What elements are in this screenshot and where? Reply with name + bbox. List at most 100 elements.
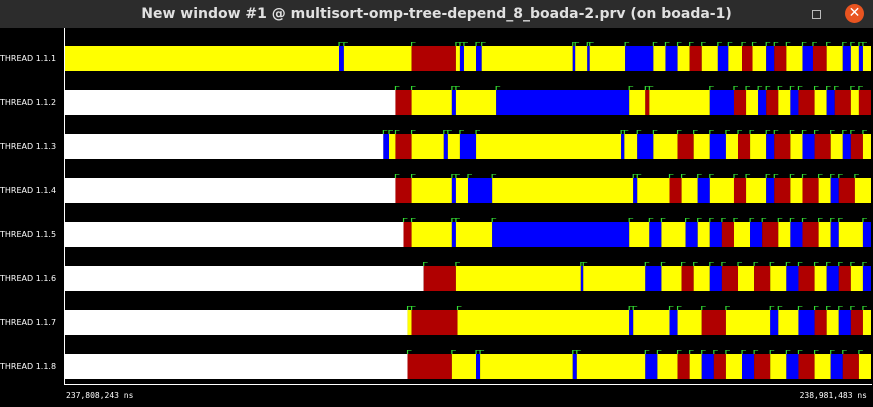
thread-timeline[interactable]	[65, 129, 871, 159]
event-flag	[826, 305, 831, 310]
thread-trace	[65, 41, 871, 71]
state-segment-blue	[637, 134, 654, 159]
state-segment-blue	[459, 134, 477, 159]
state-segment-blue	[468, 178, 493, 203]
state-segment-red	[850, 310, 863, 335]
state-segment-yellow	[492, 178, 634, 203]
state-segment-blue	[826, 266, 839, 291]
event-flag	[589, 41, 594, 46]
thread-timeline[interactable]	[65, 173, 871, 203]
close-icon[interactable]: ✕	[845, 4, 864, 23]
state-segment-blue	[750, 222, 763, 247]
state-segment-yellow	[455, 178, 468, 203]
state-segment-yellow	[725, 134, 739, 159]
state-segment-blue	[766, 134, 775, 159]
thread-trace	[65, 85, 871, 115]
event-flag	[850, 41, 855, 46]
state-segment-blue	[665, 46, 678, 71]
event-flag	[801, 217, 807, 222]
state-segment-yellow	[624, 134, 638, 159]
event-flag	[636, 129, 642, 134]
event-flag	[789, 173, 795, 178]
event-flag	[765, 85, 771, 90]
event-flag	[765, 173, 771, 178]
state-segment-yellow	[814, 90, 827, 115]
event-flag	[733, 173, 738, 178]
state-segment-yellow	[455, 222, 493, 247]
state-segment-yellow	[657, 354, 678, 379]
event-flag	[753, 349, 759, 354]
state-segment-yellow	[633, 310, 670, 335]
state-segment-blue	[858, 46, 863, 71]
event-flag	[842, 41, 847, 46]
state-segment-yellow	[826, 310, 839, 335]
state-segment-yellow	[689, 354, 702, 379]
event-flag	[717, 41, 722, 46]
thread-timeline[interactable]	[65, 217, 871, 247]
state-segment-yellow	[752, 46, 767, 71]
state-segment-yellow	[463, 46, 477, 71]
state-segment-yellow	[850, 46, 859, 71]
state-segment-red	[774, 178, 791, 203]
event-flag	[789, 129, 795, 134]
state-segment-yellow	[649, 90, 710, 115]
state-segment-yellow	[701, 46, 718, 71]
state-segment-yellow	[455, 90, 497, 115]
state-segment-blue	[572, 354, 577, 379]
state-segment-red	[774, 46, 787, 71]
event-flag	[388, 129, 394, 134]
event-flag	[785, 41, 791, 46]
event-flag	[709, 85, 714, 90]
thread-timeline[interactable]	[65, 349, 871, 379]
state-segment-white	[65, 222, 404, 247]
event-flag	[623, 129, 629, 134]
state-segment-white	[65, 266, 424, 291]
state-segment-yellow	[457, 310, 630, 335]
state-segment-yellow	[770, 266, 787, 291]
thread-timeline[interactable]	[65, 85, 871, 115]
event-flag	[394, 129, 400, 134]
state-segment-yellow	[862, 46, 871, 71]
event-flag	[854, 173, 859, 178]
thread-timeline[interactable]	[65, 305, 871, 335]
event-flag	[410, 41, 416, 46]
event-flag	[628, 85, 634, 90]
state-segment-yellow	[850, 266, 863, 291]
state-segment-blue	[790, 90, 799, 115]
event-flag	[765, 129, 771, 134]
event-flag	[850, 261, 855, 266]
trace-view[interactable]: THREAD 1.1.1 THREAD 1.1.2 THREAD 1.1.3 THRE…	[0, 28, 873, 407]
event-flag	[797, 305, 803, 310]
state-segment-red	[798, 266, 815, 291]
state-segment-yellow	[862, 310, 871, 335]
event-flag	[838, 305, 843, 310]
event-flag	[685, 217, 690, 222]
event-flag	[733, 85, 738, 90]
state-segment-red	[721, 222, 734, 247]
event-flag	[838, 173, 843, 178]
state-segment-white	[65, 354, 408, 379]
state-segment-blue	[633, 178, 638, 203]
title-bar[interactable]: New window #1 @ multisort-omp-tree-depen…	[0, 0, 873, 28]
event-flag	[801, 173, 807, 178]
event-flag	[765, 41, 771, 46]
time-axis	[64, 384, 872, 385]
maximize-icon[interactable]	[808, 6, 824, 22]
event-flag	[826, 85, 831, 90]
event-flag	[676, 129, 682, 134]
event-flag	[479, 349, 485, 354]
state-segment-yellow	[733, 222, 751, 247]
event-flag	[652, 129, 658, 134]
thread-timeline[interactable]	[65, 261, 871, 291]
event-flag	[455, 173, 460, 178]
event-flag	[676, 349, 682, 354]
event-flag	[475, 349, 481, 354]
state-segment-blue	[621, 134, 625, 159]
event-flag	[455, 261, 460, 266]
event-flag	[769, 261, 775, 266]
event-flag	[402, 217, 408, 222]
event-flag	[693, 261, 698, 266]
state-segment-red	[395, 134, 412, 159]
event-flag	[701, 349, 706, 354]
thread-timeline[interactable]	[65, 41, 871, 71]
